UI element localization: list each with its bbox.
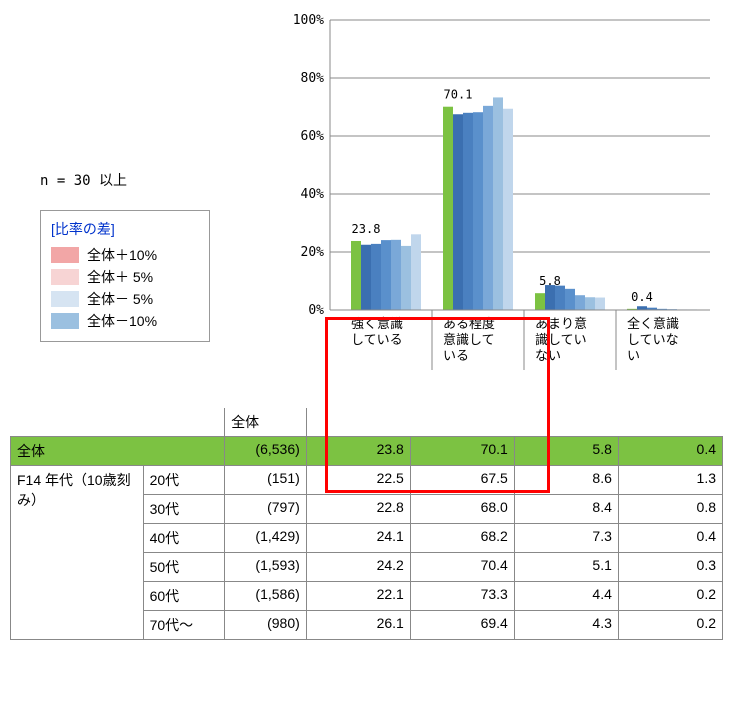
row-n: (1,593) bbox=[225, 553, 307, 582]
svg-text:23.8: 23.8 bbox=[352, 222, 381, 236]
table-row: F14 年代（10歳刻み）20代(151)22.567.58.61.3 bbox=[11, 466, 723, 495]
svg-text:0.4: 0.4 bbox=[631, 290, 653, 304]
page-container: n = 30 以上 [比率の差] 全体＋10%全体＋ 5%全体－ 5%全体－10… bbox=[10, 10, 723, 640]
chart-panel: 0% 20% 40% 60% 80% 100% 23.8 強く意識している 70.1 ある程度意識… bbox=[280, 10, 723, 400]
value-cell: 8.6 bbox=[514, 466, 618, 495]
legend-box: [比率の差] 全体＋10%全体＋ 5%全体－ 5%全体－10% bbox=[40, 210, 210, 342]
total-n: (6,536) bbox=[225, 437, 307, 466]
value-cell: 22.5 bbox=[306, 466, 410, 495]
value-cell: 8.4 bbox=[514, 495, 618, 524]
legend-label: 全体－10% bbox=[87, 311, 157, 331]
value-cell: 70.4 bbox=[410, 553, 514, 582]
legend-item: 全体＋10% bbox=[51, 245, 199, 265]
value-cell: 0.4 bbox=[618, 524, 722, 553]
legend-item: 全体＋ 5% bbox=[51, 267, 199, 287]
svg-text:していな: していな bbox=[627, 332, 679, 347]
svg-text:40%: 40% bbox=[301, 187, 325, 202]
svg-text:5.8: 5.8 bbox=[539, 274, 561, 288]
n-threshold-label: n = 30 以上 bbox=[40, 170, 280, 190]
svg-text:60%: 60% bbox=[301, 129, 325, 144]
value-cell: 0.3 bbox=[618, 553, 722, 582]
row-n: (151) bbox=[225, 466, 307, 495]
svg-text:強く意識: 強く意識 bbox=[351, 316, 403, 331]
svg-text:している: している bbox=[351, 332, 403, 347]
svg-text:70.1: 70.1 bbox=[444, 88, 473, 102]
legend-label: 全体－ 5% bbox=[87, 289, 153, 309]
row-n: (1,586) bbox=[225, 582, 307, 611]
row-n: (980) bbox=[225, 611, 307, 640]
value-cell: 22.1 bbox=[306, 582, 410, 611]
value-cell: 22.8 bbox=[306, 495, 410, 524]
value-cell: 0.2 bbox=[618, 611, 722, 640]
legend-label: 全体＋ 5% bbox=[87, 267, 153, 287]
total-value-cell: 70.1 bbox=[410, 437, 514, 466]
value-cell: 4.3 bbox=[514, 611, 618, 640]
legend-swatch bbox=[51, 291, 79, 307]
svg-text:ある程度: ある程度 bbox=[443, 316, 495, 331]
table-header-row: 全体 bbox=[11, 408, 723, 437]
svg-text:識してい: 識してい bbox=[535, 332, 587, 347]
row-n: (1,429) bbox=[225, 524, 307, 553]
row-label: 60代 bbox=[143, 582, 225, 611]
value-cell: 24.1 bbox=[306, 524, 410, 553]
svg-text:ない: ない bbox=[535, 348, 561, 363]
value-cell: 5.1 bbox=[514, 553, 618, 582]
value-cell: 68.2 bbox=[410, 524, 514, 553]
value-cell: 4.4 bbox=[514, 582, 618, 611]
row-label: 40代 bbox=[143, 524, 225, 553]
svg-text:いる: いる bbox=[443, 348, 469, 363]
svg-text:20%: 20% bbox=[301, 245, 325, 260]
bar-chart: 0% 20% 40% 60% 80% 100% 23.8 強く意識している 70.1 ある程度意識… bbox=[280, 10, 720, 400]
row-label: 70代～ bbox=[143, 611, 225, 640]
legend-swatch bbox=[51, 313, 79, 329]
row-label: 30代 bbox=[143, 495, 225, 524]
total-value-cell: 23.8 bbox=[306, 437, 410, 466]
row-label: 20代 bbox=[143, 466, 225, 495]
total-label: 全体 bbox=[11, 437, 225, 466]
legend-swatch bbox=[51, 269, 79, 285]
left-panel: n = 30 以上 [比率の差] 全体＋10%全体＋ 5%全体－ 5%全体－10… bbox=[10, 10, 280, 342]
data-table: 全体全体(6,536)23.870.15.80.4F14 年代（10歳刻み）20… bbox=[10, 408, 723, 640]
svg-text:意識して: 意識して bbox=[443, 332, 495, 347]
n-column-header: 全体 bbox=[225, 408, 307, 437]
row-label: 50代 bbox=[143, 553, 225, 582]
value-cell: 69.4 bbox=[410, 611, 514, 640]
svg-text:0%: 0% bbox=[308, 303, 324, 318]
value-cell: 68.0 bbox=[410, 495, 514, 524]
total-value-cell: 5.8 bbox=[514, 437, 618, 466]
rowgroup-label: F14 年代（10歳刻み） bbox=[11, 466, 144, 640]
top-section: n = 30 以上 [比率の差] 全体＋10%全体＋ 5%全体－ 5%全体－10… bbox=[10, 10, 723, 400]
table-total-row: 全体(6,536)23.870.15.80.4 bbox=[11, 437, 723, 466]
svg-text:80%: 80% bbox=[301, 71, 325, 86]
value-cell: 26.1 bbox=[306, 611, 410, 640]
svg-text:い: い bbox=[627, 348, 640, 363]
row-n: (797) bbox=[225, 495, 307, 524]
svg-text:全く意識: 全く意識 bbox=[627, 316, 679, 331]
value-cell: 0.2 bbox=[618, 582, 722, 611]
legend-label: 全体＋10% bbox=[87, 245, 157, 265]
value-cell: 1.3 bbox=[618, 466, 722, 495]
value-cell: 73.3 bbox=[410, 582, 514, 611]
svg-text:あまり意: あまり意 bbox=[535, 316, 587, 331]
value-cell: 24.2 bbox=[306, 553, 410, 582]
legend-swatch bbox=[51, 247, 79, 263]
legend-item: 全体－10% bbox=[51, 311, 199, 331]
svg-text:100%: 100% bbox=[293, 13, 324, 28]
legend-title: [比率の差] bbox=[51, 219, 199, 239]
value-cell: 67.5 bbox=[410, 466, 514, 495]
value-cell: 0.8 bbox=[618, 495, 722, 524]
legend-item: 全体－ 5% bbox=[51, 289, 199, 309]
value-cell: 7.3 bbox=[514, 524, 618, 553]
total-value-cell: 0.4 bbox=[618, 437, 722, 466]
